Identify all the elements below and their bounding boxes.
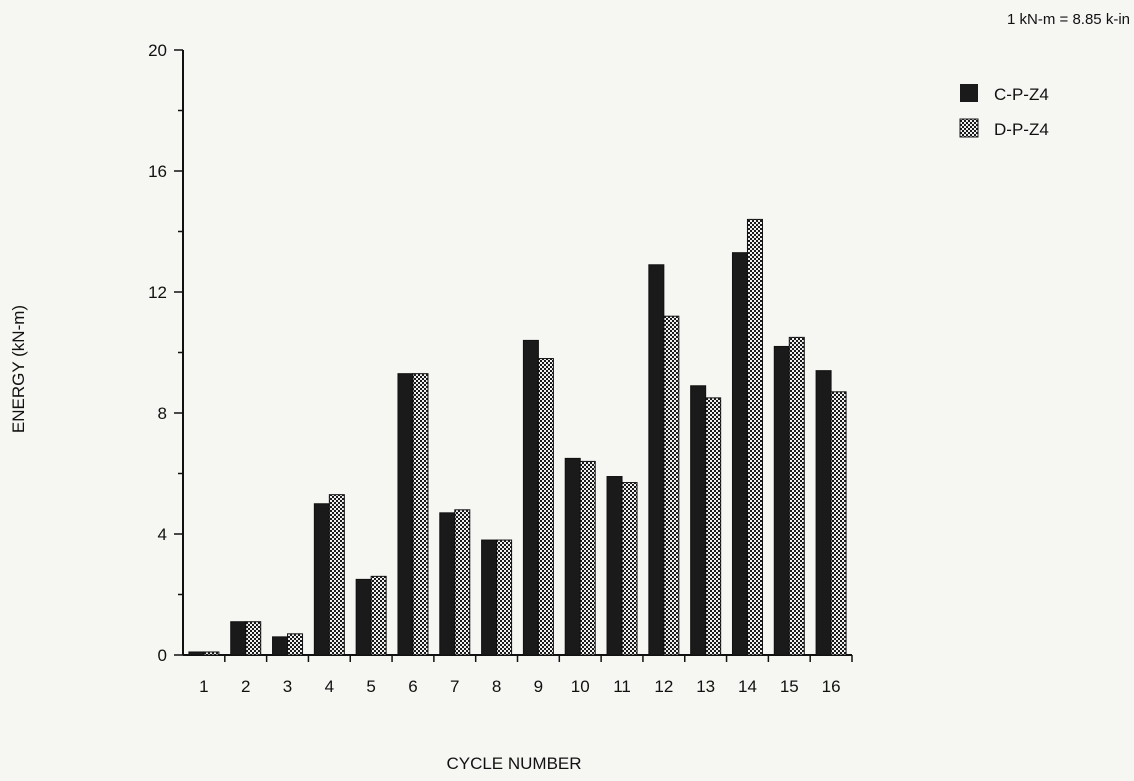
bar-c-p-z4-cycle-7 bbox=[439, 512, 456, 656]
bar-c-p-z4-cycle-9 bbox=[522, 339, 539, 656]
y-tick-label: 4 bbox=[158, 525, 167, 544]
y-tick-label: 8 bbox=[158, 404, 167, 423]
bar-c-p-z4-cycle-10 bbox=[564, 457, 581, 656]
bars bbox=[188, 218, 847, 656]
bar-d-p-z4-cycle-16 bbox=[830, 391, 847, 656]
bar-d-p-z4-cycle-11 bbox=[621, 482, 638, 656]
x-tick-label: 10 bbox=[571, 677, 590, 696]
bar-d-p-z4-cycle-10 bbox=[579, 460, 596, 656]
unit-note: 1 kN-m = 8.85 k-in bbox=[1007, 11, 1130, 28]
x-tick-label: 4 bbox=[325, 677, 334, 696]
y-axis-label: ENERGY (kN-m) bbox=[9, 305, 28, 433]
legend-swatch-c-p-z4 bbox=[960, 84, 978, 102]
bar-d-p-z4-cycle-2 bbox=[245, 621, 262, 656]
legend-swatch-d-p-z4 bbox=[959, 118, 979, 138]
bar-c-p-z4-cycle-12 bbox=[648, 264, 665, 656]
bar-c-p-z4-cycle-5 bbox=[355, 578, 372, 656]
x-tick-label: 6 bbox=[408, 677, 417, 696]
bar-c-p-z4-cycle-3 bbox=[272, 636, 289, 656]
x-tick-label: 16 bbox=[822, 677, 841, 696]
y-tick-labels: 0 4 8 12 16 20 bbox=[148, 41, 167, 665]
y-tick-label: 20 bbox=[148, 41, 167, 60]
x-tick-label: 1 bbox=[199, 677, 208, 696]
y-tick-label: 0 bbox=[158, 646, 167, 665]
x-tick-label: 14 bbox=[738, 677, 757, 696]
x-tick-label: 3 bbox=[283, 677, 292, 696]
legend: C-P-Z4 D-P-Z4 bbox=[959, 84, 1049, 139]
bar-c-p-z4-cycle-6 bbox=[397, 373, 414, 656]
x-tick-label: 8 bbox=[492, 677, 501, 696]
bar-d-p-z4-cycle-12 bbox=[663, 315, 680, 656]
bar-c-p-z4-cycle-8 bbox=[481, 539, 498, 656]
bar-d-p-z4-cycle-15 bbox=[788, 336, 805, 656]
x-tick-label: 9 bbox=[534, 677, 543, 696]
x-tick-labels: 1 2 3 4 5 6 7 8 9 10 11 12 13 14 15 16 bbox=[199, 677, 840, 696]
legend-label-d-p-z4: D-P-Z4 bbox=[994, 120, 1049, 139]
x-tick-label: 12 bbox=[654, 677, 673, 696]
bar-d-p-z4-cycle-14 bbox=[746, 218, 763, 656]
bar-d-p-z4-cycle-5 bbox=[370, 575, 387, 656]
bar-d-p-z4-cycle-6 bbox=[412, 373, 429, 656]
bar-c-p-z4-cycle-11 bbox=[606, 476, 623, 656]
bar-d-p-z4-cycle-13 bbox=[705, 397, 722, 656]
bar-c-p-z4-cycle-16 bbox=[815, 370, 832, 656]
bar-c-p-z4-cycle-13 bbox=[690, 385, 707, 656]
x-axis-label: CYCLE NUMBER bbox=[446, 754, 581, 773]
bar-c-p-z4-cycle-1 bbox=[188, 651, 205, 656]
bar-c-p-z4-cycle-4 bbox=[313, 503, 330, 656]
y-tick-label: 12 bbox=[148, 283, 167, 302]
bar-d-p-z4-cycle-7 bbox=[454, 509, 471, 656]
legend-label-c-p-z4: C-P-Z4 bbox=[994, 85, 1049, 104]
bar-c-p-z4-cycle-15 bbox=[773, 345, 790, 656]
x-tick-label: 2 bbox=[241, 677, 250, 696]
x-tick-label: 5 bbox=[366, 677, 375, 696]
y-tick-label: 16 bbox=[148, 162, 167, 181]
bar-d-p-z4-cycle-4 bbox=[328, 494, 345, 656]
bar-c-p-z4-cycle-14 bbox=[731, 252, 748, 656]
x-tick-label: 15 bbox=[780, 677, 799, 696]
bar-d-p-z4-cycle-1 bbox=[203, 651, 220, 656]
x-tick-label: 13 bbox=[696, 677, 715, 696]
bar-c-p-z4-cycle-2 bbox=[230, 621, 247, 656]
bar-d-p-z4-cycle-9 bbox=[537, 358, 554, 656]
bar-d-p-z4-cycle-3 bbox=[287, 633, 304, 656]
x-tick-label: 7 bbox=[450, 677, 459, 696]
x-tick-label: 11 bbox=[613, 677, 631, 696]
bar-d-p-z4-cycle-8 bbox=[496, 539, 513, 656]
